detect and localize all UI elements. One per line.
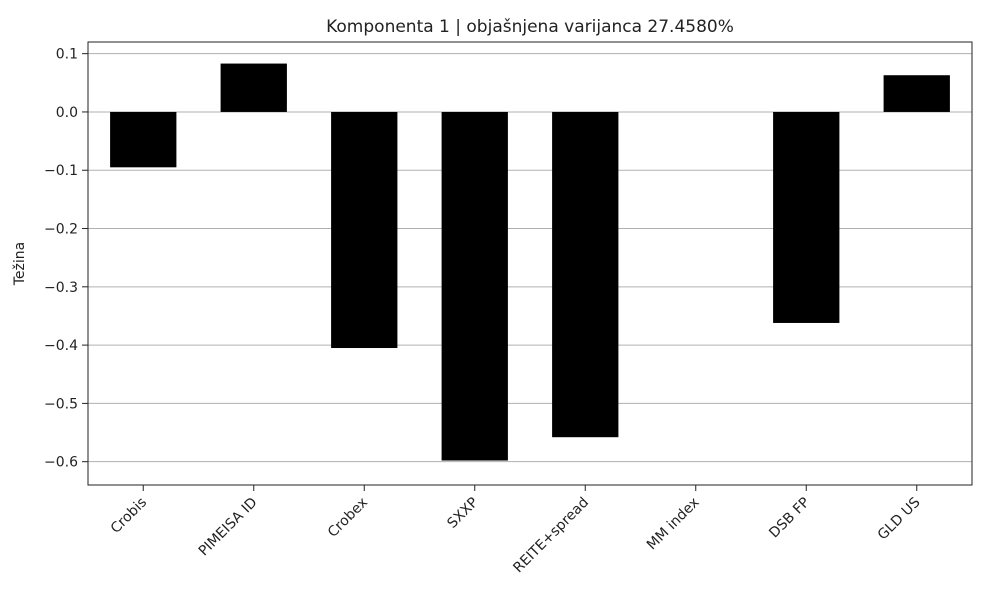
y-tick-label: −0.5 <box>44 396 78 412</box>
y-tick-label: −0.2 <box>44 222 78 238</box>
bar <box>331 111 398 349</box>
bars <box>110 63 950 461</box>
y-tick-label: −0.1 <box>44 163 78 179</box>
y-tick-label: −0.6 <box>44 455 78 471</box>
bar <box>110 111 177 168</box>
x-tick-label: Crobis <box>108 495 150 537</box>
x-tick-label: REITE+spread <box>510 495 592 577</box>
bar <box>773 111 840 323</box>
bar <box>552 111 619 438</box>
axes <box>82 41 973 491</box>
x-tick-labels: Crobis PIMEISA ID Crobex SXXP REITE+spread MM… <box>108 494 924 576</box>
bar <box>220 63 287 112</box>
y-tick-label: 0.0 <box>56 105 78 121</box>
y-tick-label: −0.3 <box>44 280 78 296</box>
x-tick-label: MM index <box>644 495 703 554</box>
x-tick-label: DSB FP <box>766 495 813 542</box>
x-tick-label: PIMEISA ID <box>196 495 261 560</box>
bar <box>883 75 950 112</box>
chart-title: Komponenta 1 | objašnjena varijanca 27.4… <box>326 17 734 37</box>
y-tick-label: −0.4 <box>44 338 78 354</box>
x-tick-label: Crobex <box>325 495 371 541</box>
plot-frame <box>87 41 973 486</box>
x-tick-label: SXXP <box>444 495 481 532</box>
bar <box>441 111 508 461</box>
gridlines <box>88 53 972 463</box>
y-tick-labels: 0.1 0.0 −0.1 −0.2 −0.3 −0.4 −0.5 −0.6 <box>44 47 78 471</box>
y-tick-label: 0.1 <box>56 47 78 63</box>
x-tick-label: GLD US <box>875 494 924 543</box>
y-axis-label: Težina <box>12 242 28 286</box>
